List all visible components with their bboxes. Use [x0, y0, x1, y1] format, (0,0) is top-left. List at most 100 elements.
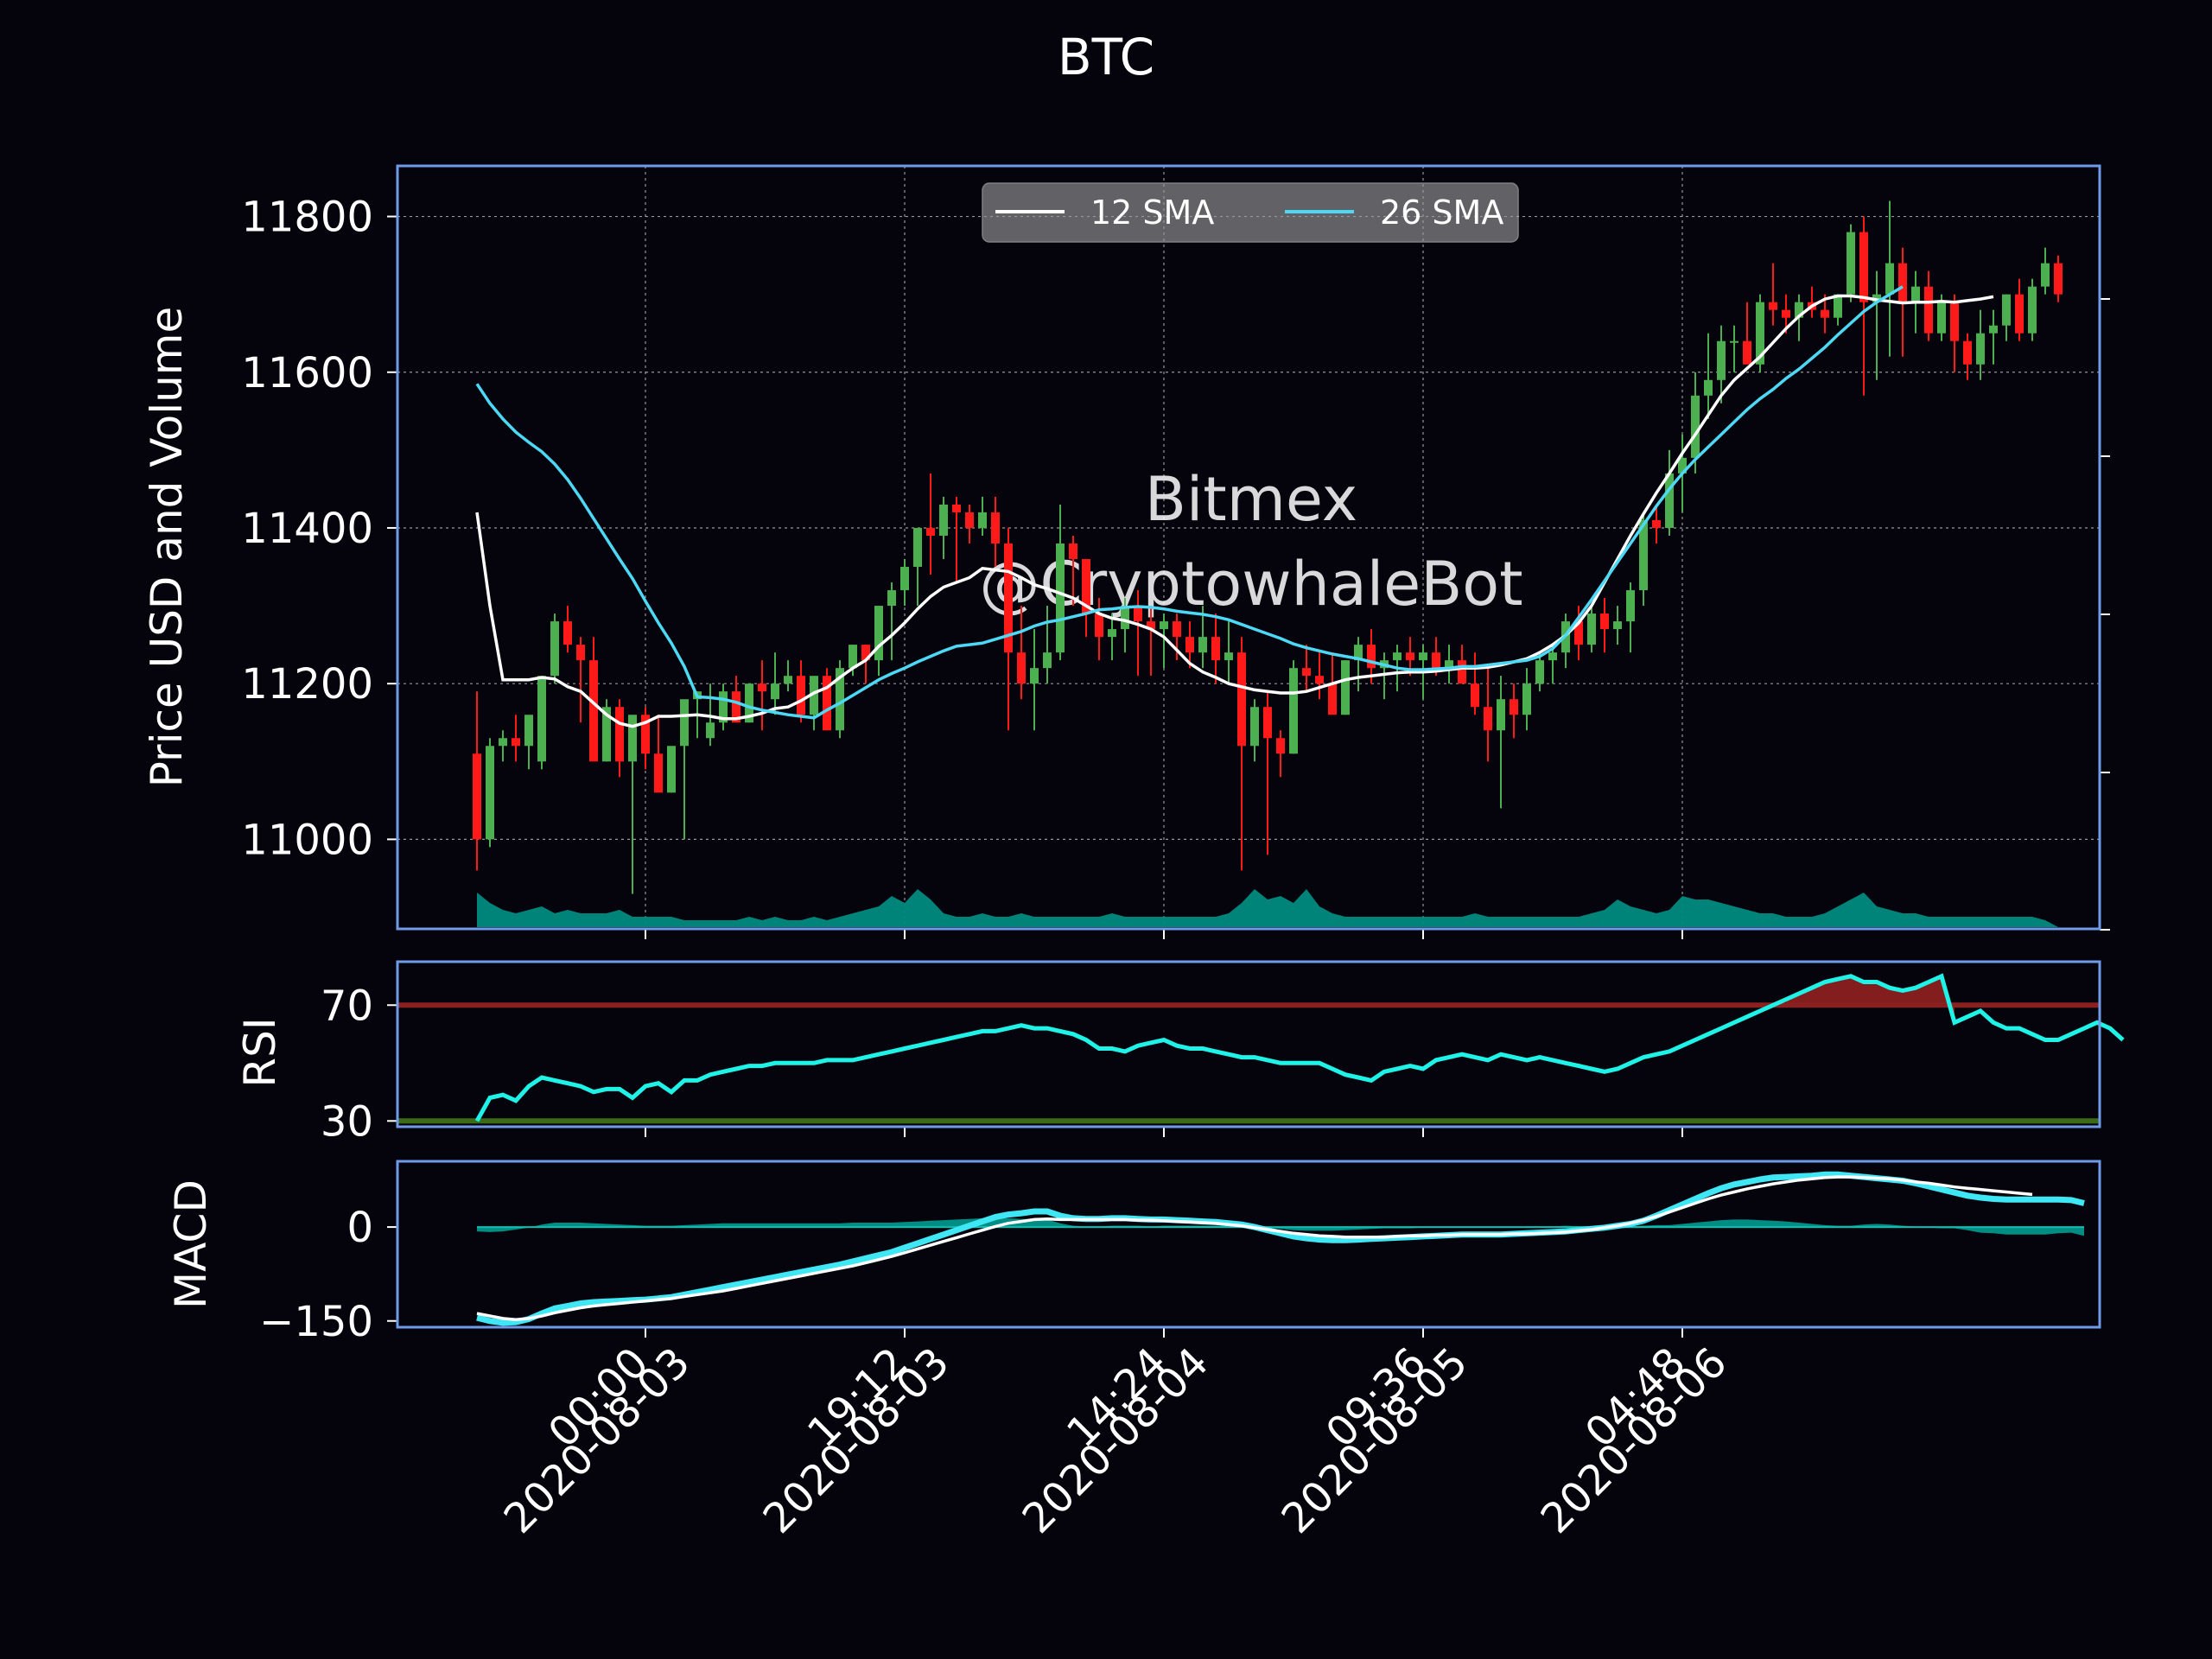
candle-body: [1704, 379, 1713, 396]
candle-body: [784, 676, 792, 684]
rsi-line: [474, 973, 2125, 1122]
candle-body: [1535, 660, 1544, 684]
candle-body: [512, 738, 520, 747]
candle-body: [1211, 637, 1220, 661]
candle-body: [1859, 232, 1868, 302]
candle-body: [1328, 683, 1337, 715]
candle-body: [2015, 294, 2024, 334]
candle-body: [589, 660, 598, 762]
candle-body: [1471, 683, 1479, 708]
candle-body: [1574, 621, 1583, 645]
candle-body: [1445, 660, 1453, 669]
candle-body: [952, 504, 961, 512]
candle-body: [1769, 302, 1777, 310]
price-y-tick-label: 11000: [241, 816, 373, 864]
candle-body: [1406, 652, 1414, 661]
candle-body: [913, 527, 922, 568]
candle-body: [1613, 621, 1622, 630]
chart-title: BTC: [1058, 28, 1154, 86]
legend-label-sma26: 26 SMA: [1380, 194, 1503, 232]
candle-body: [823, 676, 831, 731]
candle-body: [563, 621, 572, 645]
candle-body: [1743, 340, 1751, 365]
candle-body: [576, 645, 585, 661]
candle-body: [939, 504, 948, 536]
candle-body: [861, 645, 870, 661]
candle-body: [1198, 637, 1207, 653]
candle-body: [537, 676, 546, 762]
candle-body: [667, 746, 676, 793]
macd-y-tick-label: 0: [346, 1204, 373, 1252]
price-y-axis-label: Price USD and Volume: [142, 307, 192, 788]
price-y-tick-label: 11200: [241, 660, 373, 709]
candle-body: [1276, 738, 1285, 754]
candle-body: [1017, 652, 1026, 684]
candle-body: [1108, 629, 1116, 638]
candle-body: [1821, 309, 1829, 318]
candle-body: [680, 699, 689, 747]
legend: 12 SMA 26 SMA: [982, 182, 1519, 243]
candle-body: [1341, 660, 1350, 715]
candle-body: [1121, 606, 1129, 630]
candle-body: [1756, 302, 1764, 365]
candle-body: [991, 512, 1000, 543]
candle-body: [719, 691, 728, 723]
sma-12-line: [475, 294, 1994, 728]
candle-body: [2041, 263, 2050, 287]
candle-body: [1898, 263, 1907, 302]
price-y-tick-label: 11400: [241, 505, 373, 553]
candle-body: [900, 567, 909, 591]
candle-body: [1911, 286, 1920, 302]
watermark-line-1: Bitmex: [1145, 464, 1357, 535]
candle-body: [654, 753, 663, 793]
candle-body: [1885, 263, 1894, 295]
candle-body: [1497, 699, 1505, 731]
candle-body: [1665, 473, 1674, 528]
candle-body: [1173, 621, 1181, 638]
candle-body: [849, 645, 857, 669]
candle-body: [1263, 707, 1272, 739]
candle-body: [628, 715, 637, 762]
candle-body: [1691, 395, 1700, 458]
sma-26-line: [475, 285, 1904, 720]
candle-body: [926, 527, 935, 536]
candle-body: [1626, 590, 1635, 622]
candle-body: [1030, 668, 1039, 684]
rsi-frame: [396, 960, 2101, 1128]
candle-body: [745, 683, 753, 723]
candle-body: [641, 715, 650, 754]
price-y-tick-label: 11600: [241, 349, 373, 397]
macd-panel: −150 0 MACD: [166, 1160, 2101, 1346]
rsi-y-tick-label: 70: [321, 982, 373, 1030]
candle-body: [1250, 707, 1259, 747]
candle-body: [1458, 660, 1466, 684]
candle-body: [1872, 294, 1881, 302]
candle-body: [1185, 637, 1194, 653]
candle-body: [887, 590, 896, 607]
candle-body: [473, 753, 481, 840]
candle-body: [1834, 294, 1842, 318]
candle-body: [486, 746, 494, 840]
candle-body: [1717, 340, 1726, 380]
candle-body: [1134, 606, 1142, 622]
candle-body: [965, 512, 974, 528]
candle-body: [874, 606, 883, 661]
macd-y-axis-label: MACD: [166, 1179, 216, 1309]
candle-body: [602, 707, 611, 762]
candle-body: [1367, 645, 1376, 669]
candle-body: [1315, 676, 1324, 684]
candle-body: [1160, 621, 1168, 630]
candle-body: [1043, 652, 1052, 669]
candle-body: [1147, 621, 1155, 630]
candle-body: [771, 683, 779, 700]
legend-box: [982, 182, 1519, 243]
candle-body: [1963, 340, 1972, 365]
candle-body: [2028, 286, 2037, 334]
price-frame: [396, 164, 2101, 931]
macd-line: [476, 1171, 2085, 1326]
rsi-panel: 30 70 RSI: [235, 960, 2125, 1146]
candle-body: [550, 621, 559, 677]
candle-body: [732, 691, 741, 723]
candle-body: [1989, 325, 1998, 334]
macd-signal-line: [476, 1175, 2033, 1322]
